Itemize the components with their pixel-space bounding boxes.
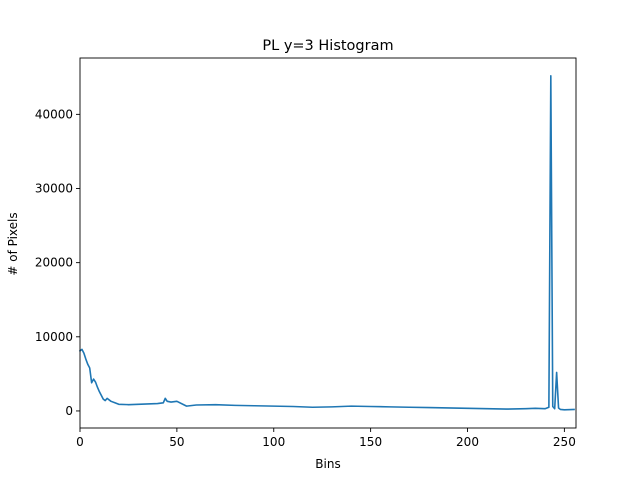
- plot-area: 0 50 100 150 200 250 0 10000 20000 30000 40000: [35, 57, 577, 449]
- y-tick-label: 20000: [35, 256, 73, 270]
- x-tick-label: 100: [262, 435, 285, 449]
- series-line-0: [78, 75, 575, 411]
- x-tick-label: 150: [359, 435, 382, 449]
- y-tick-label: 30000: [35, 182, 73, 196]
- chart-title: PL y=3 Histogram: [262, 38, 393, 54]
- y-tick-label: 40000: [35, 107, 73, 121]
- y-axis-label: # of Pixels: [6, 212, 20, 275]
- plot-frame: [79, 57, 577, 429]
- x-tick-label: 0: [76, 435, 84, 449]
- x-tick-label: 200: [456, 435, 479, 449]
- x-tick-label: 50: [169, 435, 184, 449]
- x-axis-label: Bins: [315, 457, 340, 471]
- y-tick-label: 10000: [35, 330, 73, 344]
- x-tick-label: 250: [553, 435, 576, 449]
- y-tick-label: 0: [65, 404, 73, 418]
